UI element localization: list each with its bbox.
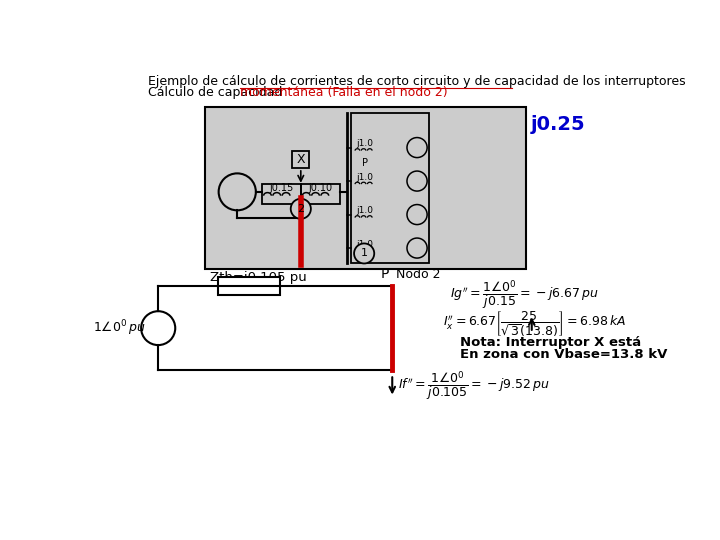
Text: j1.0: j1.0 (356, 139, 374, 148)
Circle shape (407, 138, 427, 158)
Bar (218, 276, 280, 295)
Text: Cálculo de capacidad: Cálculo de capacidad (148, 85, 287, 99)
Text: j0.25: j0.25 (530, 115, 585, 134)
Bar (204, 107, 526, 269)
Bar (262, 184, 301, 204)
Text: $If''= \dfrac{1\angle0^{0}}{j0.105} = -j9.52\,pu$: $If''= \dfrac{1\angle0^{0}}{j0.105} = -j… (398, 369, 550, 403)
Text: j0.10: j0.10 (308, 183, 332, 193)
Text: Nota: Interruptor X está: Nota: Interruptor X está (461, 336, 642, 349)
Text: X: X (297, 153, 305, 166)
Circle shape (407, 205, 427, 225)
Bar (292, 151, 310, 168)
Text: Nodo 2: Nodo 2 (396, 268, 441, 281)
Text: P: P (362, 158, 368, 167)
Bar (301, 184, 340, 204)
Text: En zona con Vbase=13.8 kV: En zona con Vbase=13.8 kV (461, 348, 668, 361)
Text: 1: 1 (361, 248, 368, 259)
Text: j1.0: j1.0 (356, 206, 374, 215)
Text: momentánea (Falla en el nodo 2): momentánea (Falla en el nodo 2) (240, 85, 447, 99)
Text: $I_x''=6.67\left[\dfrac{25}{\sqrt{3}(13.8)}\right] = 6.98\,kA$: $I_x''=6.67\left[\dfrac{25}{\sqrt{3}(13.… (443, 309, 626, 339)
Text: j1.0: j1.0 (356, 173, 374, 182)
Text: $Ig''=\dfrac{1\angle0^{0}}{j0.15} = -j6.67\,pu$: $Ig''=\dfrac{1\angle0^{0}}{j0.15} = -j6.… (451, 279, 599, 312)
Text: $1\angle0^{0}\,pu$: $1\angle0^{0}\,pu$ (93, 319, 145, 338)
Bar (351, 113, 428, 262)
Circle shape (407, 171, 427, 191)
Text: Zth=j0.105 pu: Zth=j0.105 pu (210, 271, 307, 284)
Circle shape (219, 173, 256, 211)
Circle shape (141, 311, 175, 345)
Circle shape (407, 238, 427, 258)
Circle shape (354, 244, 374, 264)
Circle shape (291, 199, 311, 219)
Text: P: P (381, 267, 389, 281)
Text: j1.0: j1.0 (356, 240, 374, 249)
Text: j0.15: j0.15 (269, 183, 294, 193)
Text: 2: 2 (297, 204, 305, 214)
Text: Ejemplo de cálculo de corrientes de corto circuito y de capacidad de los interru: Ejemplo de cálculo de corrientes de cort… (148, 75, 685, 88)
